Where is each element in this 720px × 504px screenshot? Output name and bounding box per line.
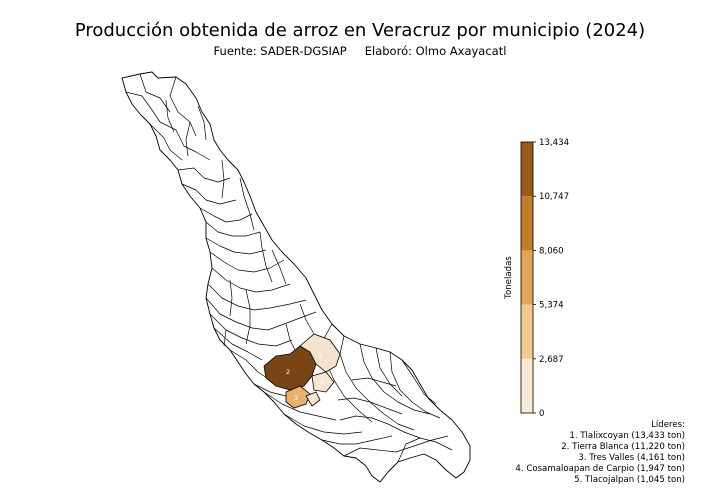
- colorbar-tick-label-2: 5,374: [539, 301, 564, 311]
- colorbar-segment-5: [521, 142, 533, 197]
- colorbar-segment-2: [521, 304, 533, 359]
- author-credit: Elaboró: Olmo Axayacatl: [364, 44, 507, 58]
- state-outline: [121, 71, 471, 483]
- municipality-tlalixcoyan: [299, 333, 341, 373]
- colorbar-segment-3: [521, 250, 533, 305]
- municipality-cosamaloapan: [311, 371, 335, 393]
- map-label-2: 2: [286, 369, 290, 376]
- colorbar-tick-label-0: 0: [539, 409, 544, 419]
- colorbar-tick-label-3: 8,060: [539, 246, 564, 256]
- leaders-legend: Líderes: 1. Tlalixcoyan (13,433 ton) 2. …: [515, 420, 685, 486]
- leader-item-2: 2. Tierra Blanca (11,220 ton): [561, 442, 685, 452]
- colorbar-frame: [520, 141, 534, 414]
- colorbar-tick-label-4: 10,747: [539, 192, 569, 202]
- map-label-1: 1: [318, 353, 322, 360]
- leaders-heading: Líderes:: [651, 420, 685, 430]
- municipality-tres-valles: [285, 385, 311, 409]
- map-subtitle: Fuente: SADER-DGSIAP Elaboró: Olmo Axayac…: [0, 44, 720, 58]
- source-credit: Fuente: SADER-DGSIAP: [213, 44, 347, 58]
- colorbar-label: Toneladas: [504, 256, 514, 300]
- map-label-5: 5: [310, 396, 314, 403]
- municipality-tlacojalpan: [305, 391, 321, 407]
- colorbar-segment-1: [521, 358, 533, 413]
- map-title: Producción obtenida de arroz en Veracruz…: [74, 20, 646, 41]
- leader-item-1: 1. Tlalixcoyan (13,433 ton): [569, 431, 685, 441]
- colorbar-tick-label-1: 2,687: [539, 355, 564, 365]
- map-label-3: 3: [294, 395, 298, 402]
- colorbar-tick-label-5: 13,434: [539, 138, 569, 148]
- colorbar-segment-4: [521, 196, 533, 251]
- leader-item-5: 5. Tlacojalpan (1,045 ton): [574, 475, 685, 485]
- municipality-tierra-blanca: [263, 345, 317, 391]
- map-label-4: 4: [320, 379, 324, 386]
- leader-item-4: 4. Cosamaloapan de Carpio (1,947 ton): [515, 464, 685, 474]
- leader-item-3: 3. Tres Valles (4,161 ton): [578, 453, 685, 463]
